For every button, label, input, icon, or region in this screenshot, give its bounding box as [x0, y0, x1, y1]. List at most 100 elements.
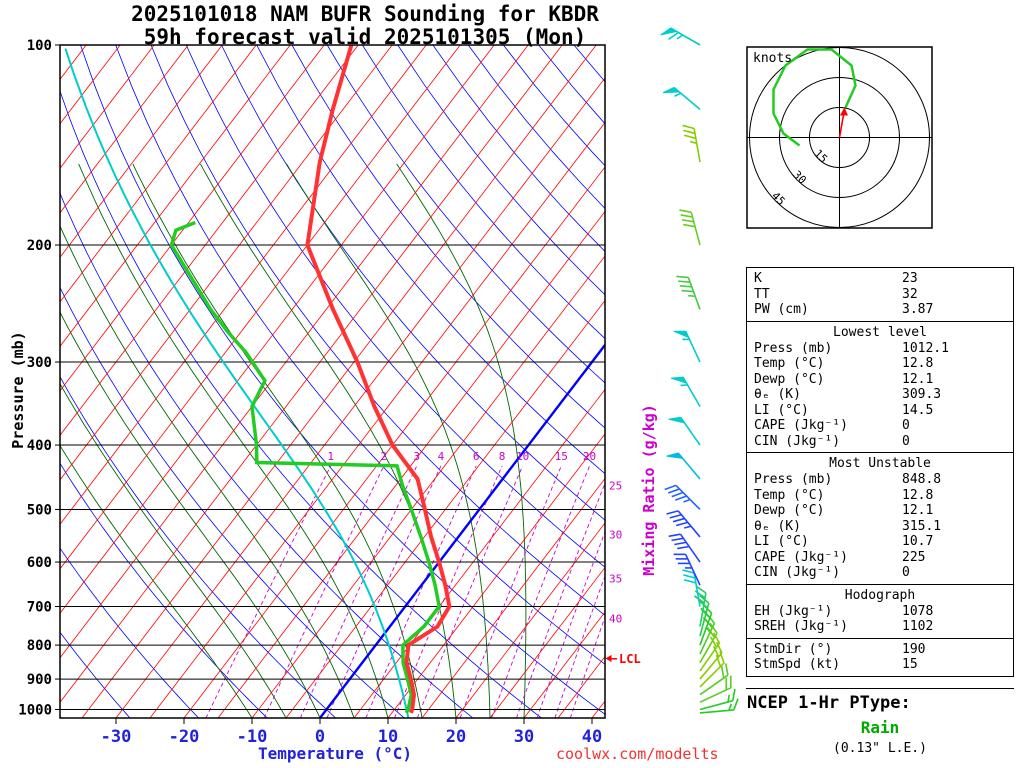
- wind-barb-staff: [699, 642, 721, 672]
- wind-barb-staff: [693, 572, 701, 607]
- mixing-ratio-line: [326, 465, 442, 718]
- stat-value: 32: [902, 286, 918, 302]
- stat-row: Press (mb) 1012.1: [747, 341, 1013, 357]
- isotherm-line: [60, 45, 155, 169]
- stat-label: Temp (°C): [754, 356, 825, 371]
- stat-value: 315.1: [902, 518, 942, 534]
- lcl-arrowhead: [605, 654, 612, 662]
- mixing-ratio-label: 40: [609, 613, 622, 626]
- wind-barb-half: [676, 34, 684, 40]
- wind-barb-full: [675, 521, 688, 527]
- wind-barb-staff: [684, 330, 701, 363]
- stat-row: K 23: [747, 271, 1013, 287]
- freezing-isotherm-line: [319, 343, 605, 718]
- hodograph-ring-label: 30: [790, 168, 809, 187]
- wind-barb-full: [720, 666, 725, 679]
- chart-title-line1: 2025101018 NAM BUFR Sounding for KBDR: [131, 2, 599, 26]
- parcel-trace-line: [64, 48, 410, 718]
- stat-row: Press (mb) 848.8: [747, 472, 1013, 488]
- wind-barb-full: [681, 289, 694, 293]
- wind-barb-staff: [675, 484, 701, 511]
- wind-barb-full: [680, 214, 693, 218]
- stat-label: StmDir (°): [754, 641, 833, 657]
- wind-barb-full: [679, 285, 692, 288]
- isotherm-line: [455, 522, 605, 718]
- mixing-ratio-label: 20: [583, 450, 596, 463]
- mixing-ratio-line: [365, 465, 477, 718]
- dry-adiabat-line: [60, 376, 336, 718]
- stat-value: 848.8: [902, 472, 942, 487]
- stat-row: TT 32: [747, 287, 1013, 303]
- stat-value: 0: [902, 565, 910, 580]
- stat-label: Temp (°C): [754, 487, 825, 503]
- dry-adiabat-line: [291, 45, 605, 429]
- hodograph-trace: [772, 48, 857, 147]
- stat-value: 1012.1: [902, 340, 949, 356]
- wind-barb-column: [660, 27, 739, 714]
- wind-barb-full: [667, 488, 680, 494]
- pressure-tick-label: 600: [27, 555, 52, 571]
- moist-adiabat-line: [132, 163, 423, 718]
- stat-value: 190: [902, 641, 926, 657]
- stat-label: θₑ (K): [754, 387, 801, 402]
- wind-barb-full: [695, 585, 707, 594]
- mixing-ratio-line: [263, 465, 385, 718]
- pressure-tick-label: 100: [27, 38, 52, 54]
- wind-barb-half: [674, 92, 682, 98]
- storm-motion-arrowhead: [839, 107, 848, 116]
- pressure-tick-label: 300: [27, 355, 52, 371]
- wind-barb-staff: [690, 211, 701, 246]
- dry-adiabat-line: [80, 45, 605, 715]
- pressure-tick-label: 500: [27, 502, 52, 518]
- wind-barb-full: [668, 31, 679, 41]
- isotherm-line: [217, 210, 605, 718]
- stats-panel: K 23 TT 32 PW (cm) 3.87 Lowest level Press (mb)…: [746, 267, 1014, 677]
- isotherm-line: [81, 45, 597, 718]
- wind-barb-half: [727, 694, 731, 703]
- wind-barb-staff: [684, 554, 701, 586]
- isotherm-line: [60, 45, 393, 481]
- stat-label: Press (mb): [754, 340, 833, 356]
- wind-barb-staff: [699, 699, 734, 711]
- stat-value: 15: [902, 657, 918, 672]
- dry-adiabat-line: [256, 45, 605, 475]
- stat-value: 309.3: [902, 387, 942, 402]
- wind-barb-half: [728, 703, 733, 711]
- dry-adiabat-line: [115, 45, 605, 665]
- dry-adiabat-line: [60, 462, 268, 718]
- dry-adiabat-line: [60, 286, 405, 718]
- stats-section: Most Unstable Press (mb) 848.8 Temp (°C) 12.…: [746, 452, 1014, 585]
- wind-barb-full: [666, 510, 679, 515]
- moist-adiabat-line: [78, 163, 389, 718]
- isotherm-line: [285, 299, 605, 718]
- ptype-panel: NCEP 1-Hr PType: Rain (0.13" L.E.): [746, 688, 1014, 756]
- wind-barb-full: [709, 622, 718, 634]
- mixing-ratio-label: 2: [381, 450, 388, 463]
- mixing-ratio-label: 15: [555, 450, 568, 463]
- mixing-ratio-line: [536, 530, 605, 718]
- dry-adiabat-line: [221, 45, 605, 521]
- stat-value: 3.87: [902, 302, 934, 317]
- stat-label: StmSpd (kt): [754, 657, 841, 672]
- stat-value: 10.7: [902, 534, 934, 549]
- wind-barb-staff: [699, 632, 718, 663]
- stat-row: PW (cm) 3.87: [747, 302, 1013, 318]
- temperature-tick-label: 40: [582, 727, 602, 747]
- mixing-ratio-label: 35: [609, 572, 622, 585]
- wind-barb-full: [724, 663, 729, 676]
- isotherm-line: [387, 433, 605, 718]
- wind-barb-full: [732, 688, 736, 701]
- wind-barb-full: [675, 495, 687, 501]
- pressure-tick-label: 400: [27, 438, 52, 454]
- skewt-background-layer: [60, 45, 605, 718]
- temperature-tick-label: -10: [237, 727, 268, 747]
- stat-value: 0: [902, 418, 910, 433]
- wind-barb-staff: [693, 128, 701, 163]
- dry-adiabat-line: [60, 547, 199, 718]
- wind-barb-full: [684, 134, 697, 140]
- wind-barb-full: [684, 579, 697, 584]
- ptype-heading: NCEP 1-Hr PType:: [747, 693, 911, 713]
- ptype-liquid-equivalent: (0.13" L.E.): [833, 741, 927, 756]
- mixing-ratio-line: [299, 465, 418, 718]
- mixing-ratio-label: 30: [609, 528, 622, 541]
